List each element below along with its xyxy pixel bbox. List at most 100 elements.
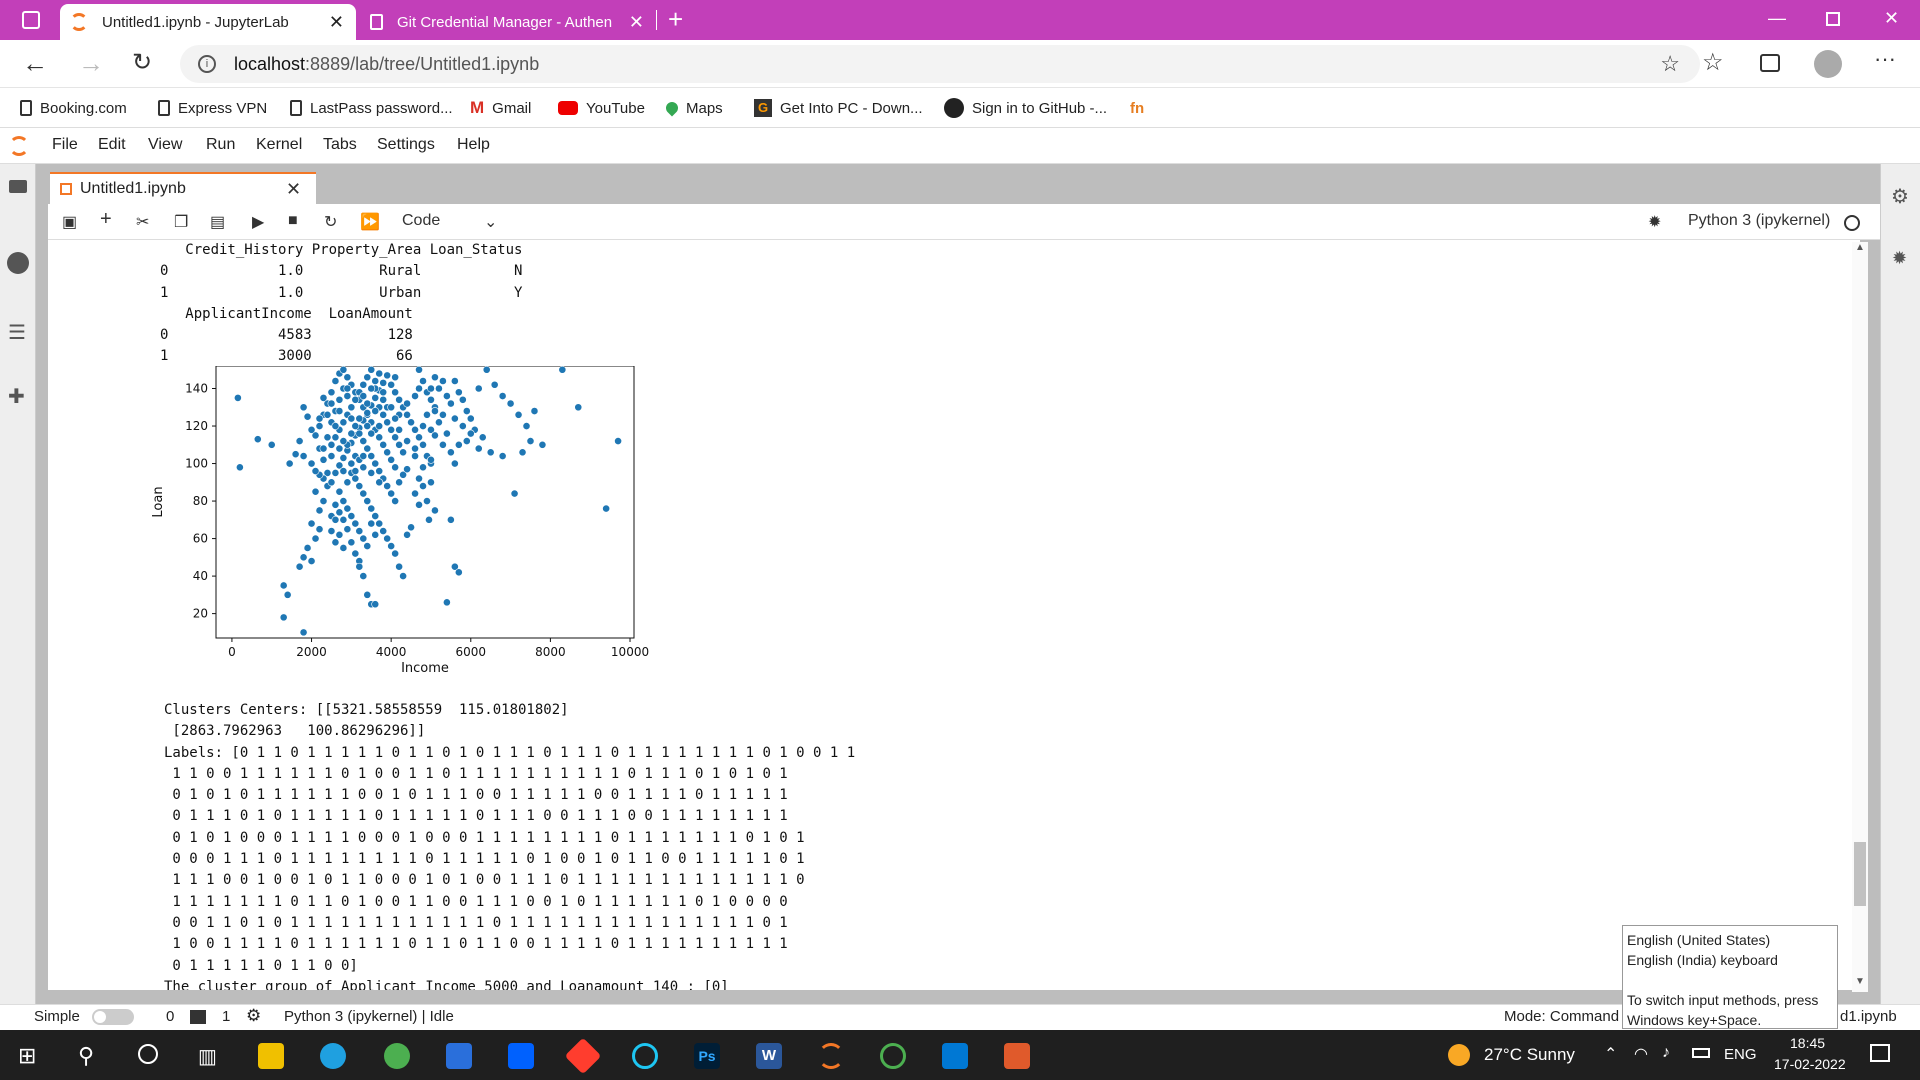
scatter-point <box>343 392 352 400</box>
scatter-point <box>415 474 423 483</box>
bookmark-booking[interactable]: Booking.com <box>20 88 127 128</box>
close-window-icon[interactable]: ✕ <box>1884 8 1900 28</box>
restart-kernel-icon[interactable]: ↻ <box>324 214 338 231</box>
bookmark-getintopc[interactable]: G Get Into PC - Down... <box>754 88 923 128</box>
app-red-icon[interactable] <box>564 1037 602 1075</box>
scatter-point <box>303 544 312 552</box>
minimize-icon[interactable]: — <box>1768 8 1786 28</box>
file-explorer-icon[interactable] <box>258 1043 284 1069</box>
show-hidden-icons[interactable]: ⌃ <box>1604 1046 1618 1063</box>
close-doc-tab-icon[interactable]: ✕ <box>286 179 302 199</box>
menu-settings[interactable]: Settings <box>377 136 435 153</box>
network-icon[interactable]: ◠ <box>1634 1046 1648 1063</box>
bookmark-gmail[interactable]: M Gmail <box>470 88 531 128</box>
menu-view[interactable]: View <box>148 136 183 153</box>
vscode-icon[interactable] <box>942 1043 968 1069</box>
favorite-add-icon[interactable]: ☆ <box>1660 51 1680 76</box>
app-circle-icon[interactable] <box>632 1043 658 1069</box>
tab-git-credential[interactable]: Git Credential Manager - Authen ✕ <box>360 4 656 40</box>
search-icon[interactable]: ⚲ <box>78 1043 95 1068</box>
favorites-icon[interactable]: ☆ <box>1702 49 1724 76</box>
menu-tabs[interactable]: Tabs <box>323 136 357 153</box>
bookmark-github[interactable]: Sign in to GitHub -... <box>944 88 1107 128</box>
word-icon[interactable]: W <box>756 1043 782 1069</box>
restart-run-all-icon[interactable]: ⏩ <box>360 214 380 231</box>
language-indicator[interactable]: ENG <box>1724 1046 1757 1063</box>
app-orange-icon[interactable] <box>1004 1043 1030 1069</box>
scatter-point <box>331 500 340 509</box>
photoshop-icon[interactable]: Ps <box>694 1043 720 1069</box>
bookmark-maps[interactable]: Maps <box>663 88 723 128</box>
cortana-icon[interactable] <box>138 1044 158 1064</box>
dropbox-icon[interactable] <box>508 1043 534 1069</box>
tab-jupyterlab[interactable]: Untitled1.ipynb - JupyterLab ✕ <box>60 4 356 40</box>
menu-help[interactable]: Help <box>457 136 490 153</box>
copy-icon[interactable]: ❐ <box>174 214 189 231</box>
task-view-icon[interactable]: ▥ <box>198 1046 217 1068</box>
jupyter-taskbar-icon[interactable] <box>818 1043 844 1069</box>
site-info-icon[interactable]: i <box>198 55 216 73</box>
more-options-icon[interactable]: ··· <box>1874 46 1896 71</box>
restore-icon[interactable] <box>1826 12 1840 26</box>
notebook-doc-tab[interactable]: Untitled1.ipynb ✕ <box>50 172 316 204</box>
clock-date[interactable]: 17-02-2022 <box>1774 1056 1846 1072</box>
profile-avatar[interactable] <box>1814 50 1842 78</box>
paste-icon[interactable]: ▤ <box>210 214 226 231</box>
menu-file[interactable]: File <box>52 136 78 153</box>
running-icon[interactable] <box>7 252 29 274</box>
close-tab-icon[interactable]: ✕ <box>628 11 644 32</box>
scatter-point <box>411 489 419 498</box>
gmail-icon: M <box>470 98 485 117</box>
close-tab-icon[interactable]: ✕ <box>328 11 344 32</box>
kernel-debug-icon[interactable]: ✹ <box>1648 214 1662 231</box>
bookmark-extra[interactable]: fn <box>1130 88 1144 128</box>
tab-actions-icon[interactable] <box>22 11 40 29</box>
chevron-down-icon[interactable]: ⌄ <box>484 214 498 231</box>
kernel-name[interactable]: Python 3 (ipykernel) <box>1688 212 1831 229</box>
jupyter-favicon-icon <box>70 13 88 31</box>
kernel-state[interactable]: Python 3 (ipykernel) | Idle <box>284 1008 454 1025</box>
scroll-up-icon[interactable]: ▲ <box>1855 242 1865 253</box>
extension-icon[interactable]: ✚ <box>8 386 25 408</box>
app-green-icon[interactable] <box>880 1043 906 1069</box>
back-icon[interactable]: ← <box>22 48 48 78</box>
volume-icon[interactable]: ♪ <box>1662 1044 1670 1061</box>
property-inspector-icon[interactable]: ⚙ <box>1891 186 1909 208</box>
scrollbar-thumb[interactable] <box>1854 842 1866 906</box>
notebook-scrollbar[interactable] <box>1852 242 1868 992</box>
menu-edit[interactable]: Edit <box>98 136 126 153</box>
menu-run[interactable]: Run <box>206 136 236 153</box>
toc-icon[interactable]: ☰ <box>8 322 26 344</box>
simple-mode-toggle[interactable] <box>92 1009 134 1025</box>
weather-text[interactable]: 27°C Sunny <box>1484 1045 1575 1064</box>
scatter-point <box>335 461 344 470</box>
menu-kernel[interactable]: Kernel <box>256 136 303 153</box>
windows-start-icon[interactable]: ⊞ <box>18 1043 37 1068</box>
url-field[interactable]: i localhost:8889/lab/tree/Untitled1.ipyn… <box>180 45 1700 83</box>
scatter-point <box>375 467 384 475</box>
notifications-icon[interactable] <box>1870 1044 1890 1062</box>
scatter-point <box>403 530 411 539</box>
scatter-point <box>371 393 380 402</box>
bookmark-expressvpn[interactable]: Express VPN <box>158 88 267 128</box>
cut-icon[interactable]: ✂ <box>136 214 150 231</box>
folder-icon[interactable] <box>9 180 27 193</box>
edge-icon[interactable] <box>320 1043 346 1069</box>
battery-icon[interactable] <box>1692 1048 1710 1058</box>
scatter-point <box>335 487 344 496</box>
clock-time[interactable]: 18:45 <box>1790 1035 1826 1051</box>
chrome-icon[interactable] <box>384 1043 410 1069</box>
new-tab-icon[interactable]: + <box>668 4 684 34</box>
bookmark-youtube[interactable]: YouTube <box>558 88 645 128</box>
mail-icon[interactable] <box>446 1043 472 1069</box>
run-cell-icon[interactable]: ▶ <box>252 214 265 231</box>
refresh-icon[interactable]: ↻ <box>132 49 153 76</box>
save-icon[interactable]: ▣ <box>62 214 78 231</box>
stop-kernel-icon[interactable]: ■ <box>288 212 298 229</box>
collections-icon[interactable] <box>1760 54 1780 72</box>
add-cell-icon[interactable]: + <box>100 208 112 230</box>
debugger-icon[interactable]: ✹ <box>1892 248 1908 268</box>
bookmark-lastpass[interactable]: LastPass password... <box>290 88 453 128</box>
cell-type-select[interactable]: Code <box>402 212 441 229</box>
scroll-down-icon[interactable]: ▼ <box>1855 976 1865 987</box>
